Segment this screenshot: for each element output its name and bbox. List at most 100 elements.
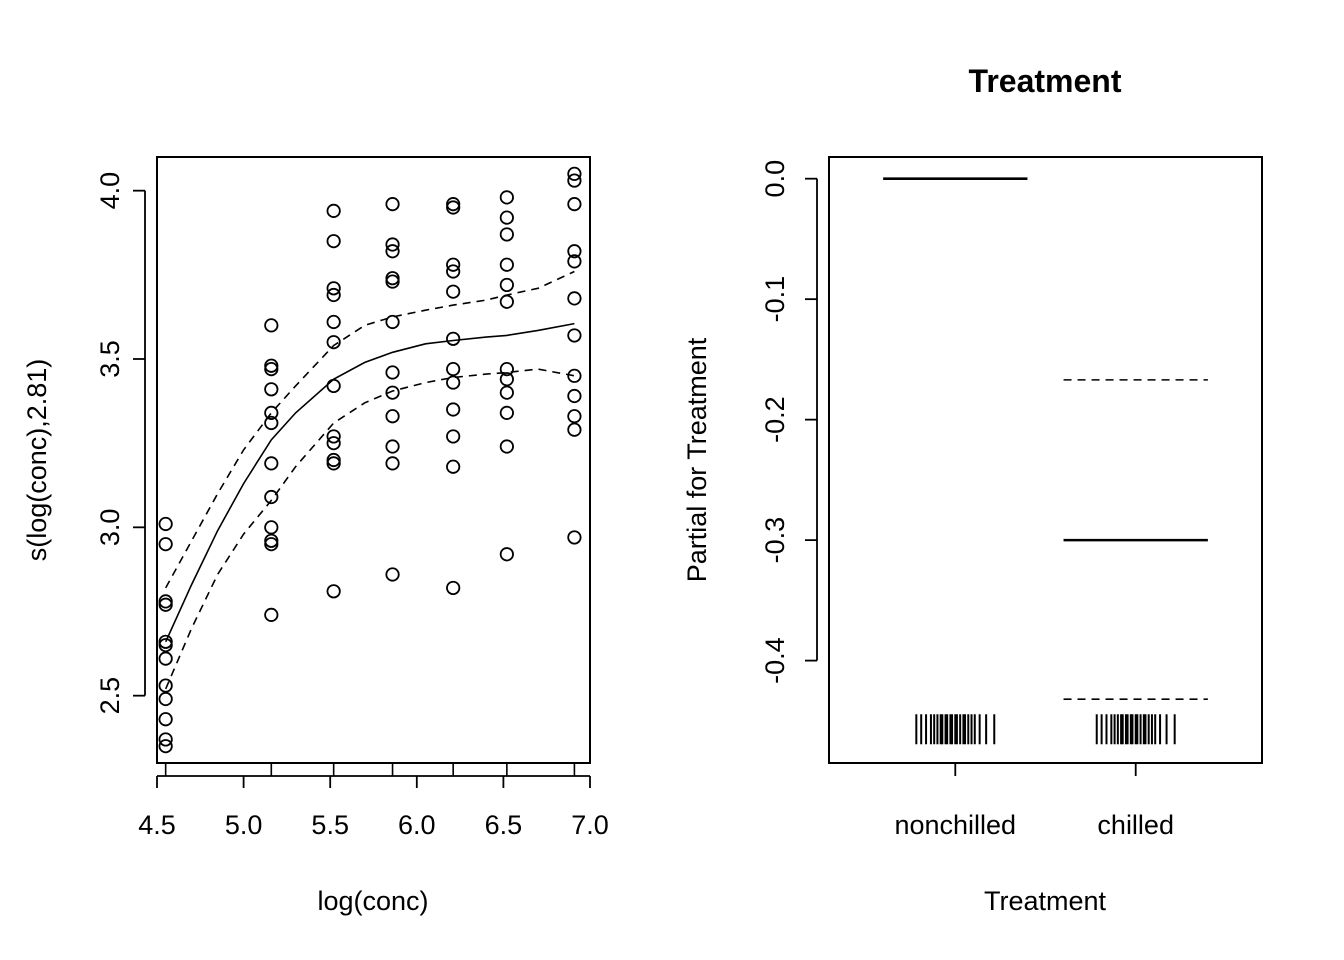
residual-point	[158, 638, 173, 653]
residual-point	[567, 422, 582, 437]
residual-point	[499, 361, 514, 377]
residual-point	[567, 388, 582, 404]
residual-point	[385, 409, 400, 424]
residual-point	[158, 678, 173, 693]
residual-point	[326, 584, 341, 599]
residual-point	[567, 291, 582, 306]
residual-point	[499, 227, 514, 242]
residual-point	[326, 314, 341, 330]
x-tick-label: 5.0	[225, 810, 263, 840]
residual-point	[158, 537, 173, 552]
residual-point	[158, 739, 173, 754]
residual-point	[326, 287, 341, 303]
residual-point	[385, 456, 400, 471]
residual-point	[264, 456, 279, 471]
residual-point	[264, 382, 279, 397]
residual-point	[385, 274, 400, 289]
residual-point	[567, 530, 582, 545]
residual-point	[446, 331, 461, 346]
residual-point	[326, 281, 341, 296]
residual-point	[264, 415, 279, 431]
residual-point	[264, 361, 279, 377]
residual-point	[385, 197, 400, 212]
residual-point	[446, 429, 461, 444]
residual-point	[158, 597, 173, 612]
residual-point	[446, 580, 461, 596]
residual-point	[499, 210, 514, 225]
treatment-term-panel: Treatment nonchilled chilled 0.0 -0.1 -0.2 -…	[682, 63, 1263, 916]
smooth-curves	[164, 270, 575, 690]
residual-point	[326, 335, 341, 350]
residual-point	[446, 257, 461, 272]
residual-point	[567, 409, 582, 424]
smooth-plot-box	[156, 156, 591, 764]
residual-point	[446, 402, 461, 417]
residual-point	[385, 385, 400, 400]
residual-point	[446, 264, 461, 279]
residual-point	[326, 378, 341, 394]
residual-point	[385, 365, 400, 380]
residual-point	[567, 173, 582, 188]
residual-point	[499, 277, 514, 293]
y-tick-label: 0.0	[760, 160, 790, 198]
treatment-x-axis-label: Treatment	[984, 886, 1107, 916]
residual-point	[158, 516, 173, 532]
y-tick-label: 4.0	[95, 172, 125, 210]
partial-residual-points	[158, 166, 582, 754]
residual-point	[499, 257, 514, 272]
x-tick-label: nonchilled	[894, 810, 1016, 840]
residual-point	[264, 607, 279, 622]
residual-point	[326, 234, 341, 249]
residual-point	[499, 405, 514, 420]
treatment-marks	[883, 177, 1208, 700]
treatment-x-axis: nonchilled chilled	[894, 763, 1174, 840]
residual-point	[385, 314, 400, 330]
y-tick-label: 3.5	[95, 340, 125, 378]
residual-point	[264, 520, 279, 535]
smooth-y-axis: 2.5 3.0 3.5 4.0	[95, 172, 146, 715]
residual-point	[567, 254, 582, 269]
residual-point	[326, 436, 341, 451]
smooth-y-axis-label: s(log(conc),2.81)	[22, 359, 52, 562]
residual-point	[499, 385, 514, 400]
treatment-chart-title: Treatment	[969, 63, 1122, 99]
treatment-y-axis-label: Partial for Treatment	[682, 337, 712, 582]
residual-point	[385, 439, 400, 454]
x-tick-label: chilled	[1097, 810, 1174, 840]
residual-point	[567, 328, 582, 343]
y-tick-label: -0.4	[760, 637, 790, 684]
residual-point	[446, 284, 461, 299]
x-tick-label: 6.0	[398, 810, 436, 840]
treatment-y-axis: 0.0 -0.1 -0.2 -0.3 -0.4	[760, 160, 818, 684]
y-tick-label: -0.1	[760, 276, 790, 323]
y-tick-label: 3.0	[95, 509, 125, 547]
confidence-band-line	[164, 270, 575, 589]
residual-point	[264, 537, 279, 552]
treatment-plot-box	[828, 156, 1263, 764]
residual-point	[446, 375, 461, 390]
residual-point	[158, 712, 173, 727]
residual-point	[567, 197, 582, 212]
residual-point	[158, 691, 173, 707]
x-tick-label: 5.5	[311, 810, 349, 840]
residual-point	[264, 318, 279, 333]
residual-point	[499, 547, 514, 562]
residual-point	[264, 405, 279, 420]
residual-point	[385, 244, 400, 259]
smooth-term-panel: 4.5 5.0 5.5 6.0 6.5 7.0 2.5 3.0 3.5 4.0 log(conc…	[22, 156, 609, 916]
x-tick-label: 6.5	[485, 810, 523, 840]
residual-point	[385, 567, 400, 582]
residual-point	[499, 372, 514, 387]
residual-point	[499, 190, 514, 205]
residual-point	[567, 244, 582, 259]
confidence-band-line	[164, 368, 575, 690]
residual-point	[326, 203, 341, 218]
residual-point	[385, 237, 400, 252]
treatment-rug	[915, 714, 1176, 745]
residual-point	[446, 361, 461, 377]
residual-point	[567, 166, 582, 181]
y-tick-label: -0.2	[760, 396, 790, 443]
smooth-x-axis: 4.5 5.0 5.5 6.0 6.5 7.0	[138, 763, 609, 840]
y-tick-label: 2.5	[95, 677, 125, 715]
